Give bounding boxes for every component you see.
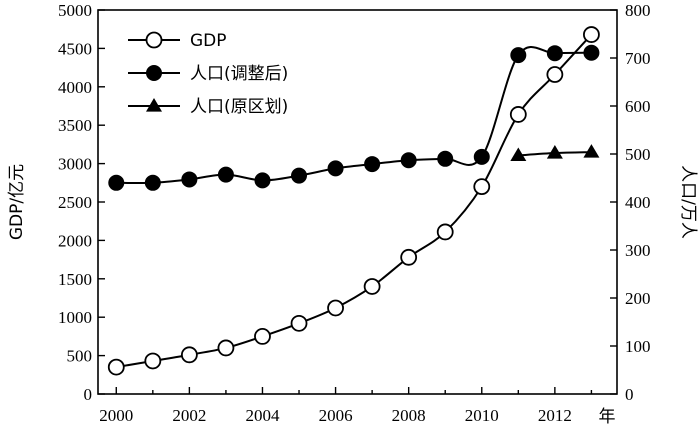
legend-marker (146, 98, 162, 112)
right-axis-tick-label: 400 (625, 193, 651, 212)
left-axis-tick-label: 4500 (58, 39, 92, 58)
series-0-point (290, 314, 308, 332)
series-2-point (583, 144, 600, 158)
series-1-point (144, 174, 161, 191)
series-0-point (400, 248, 418, 266)
left-axis-tick-label: 0 (84, 385, 93, 404)
series-1-point (437, 150, 454, 167)
left-axis-tick-label: 5000 (58, 1, 92, 20)
x-axis-unit-label: 年 (599, 407, 616, 427)
left-axis-tick-label: 1000 (58, 308, 92, 327)
series-1-point (510, 47, 527, 64)
x-axis-tick-label: 2012 (538, 406, 572, 425)
x-axis-tick-label: 2000 (99, 406, 133, 425)
right-axis-tick-label: 300 (625, 241, 651, 260)
x-axis-tick-label: 2010 (465, 406, 499, 425)
series-1-point (364, 156, 381, 173)
series-1-point (400, 152, 417, 169)
series-1-point (473, 148, 490, 165)
series-0-point (473, 178, 491, 196)
series-1-point (546, 45, 563, 62)
left-axis-tick-label: 1500 (58, 270, 92, 289)
series-1-point (181, 171, 198, 188)
series-0-point (144, 352, 162, 370)
x-axis-tick-label: 2004 (245, 406, 280, 425)
legend-marker (145, 31, 163, 49)
left-axis-tick-label: 2000 (58, 231, 92, 250)
legend: GDP 人口(调整后) 人口(原区划) (128, 31, 288, 117)
legend-marker (146, 65, 162, 81)
series-1-point (583, 44, 600, 61)
x-axis-tick-label: 2002 (172, 406, 206, 425)
series-1-point (291, 167, 308, 184)
right-axis-title: 人口/万人 (678, 165, 698, 239)
series-0-point (546, 66, 564, 83)
right-axis-tick-label: 500 (625, 145, 651, 164)
series-1-point (327, 160, 344, 177)
series-0-point (254, 327, 271, 345)
right-axis-tick-label: 100 (625, 337, 651, 356)
series-0-point (107, 358, 125, 376)
left-axis-title: GDP/亿元 (7, 164, 27, 240)
series-2-point (510, 147, 527, 162)
plot-frame (97, 9, 618, 395)
legend-label: 人口(原区划) (190, 97, 288, 117)
axes: 0500100015002000250030003500400045005000… (7, 1, 698, 427)
x-axis-tick-label: 2006 (319, 406, 353, 425)
series-1-point (217, 166, 234, 183)
right-axis-tick-label: 800 (625, 1, 651, 20)
left-axis-tick-label: 4000 (58, 78, 92, 97)
series-0-point (509, 106, 527, 123)
series-0-point (180, 346, 198, 364)
series-group (107, 26, 600, 376)
right-axis-tick-label: 200 (625, 289, 651, 308)
left-axis-tick-label: 500 (67, 347, 93, 366)
series-0-point (583, 26, 600, 43)
left-axis-tick-label: 3500 (58, 116, 92, 135)
series-0-point (217, 339, 235, 357)
series-0-line (116, 33, 593, 369)
series-2-point (546, 145, 563, 159)
left-axis-tick-label: 3000 (58, 155, 92, 174)
x-axis-tick-label: 2008 (392, 406, 426, 425)
legend-label: GDP (190, 31, 227, 51)
series-0-point (436, 223, 454, 241)
series-0-point (363, 278, 381, 295)
left-axis-tick-label: 2500 (58, 193, 92, 212)
right-axis-tick-label: 600 (625, 97, 651, 116)
right-axis-tick-label: 0 (625, 385, 634, 404)
series-0-point (327, 299, 344, 317)
right-axis-tick-label: 700 (625, 49, 651, 68)
series-1-point (254, 172, 271, 189)
legend-label: 人口(调整后) (190, 64, 288, 84)
series-1-point (108, 174, 125, 191)
